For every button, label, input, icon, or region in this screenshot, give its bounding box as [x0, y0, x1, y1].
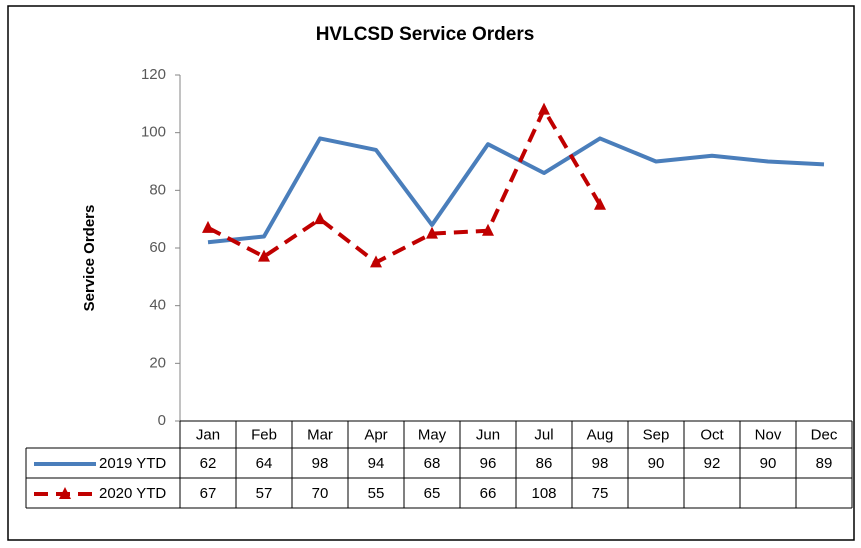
- x-tick-label: Apr: [364, 426, 387, 443]
- x-tick-label: Sep: [643, 426, 670, 443]
- marker: [59, 487, 71, 499]
- table-value: 66: [480, 485, 497, 502]
- chart-title: HVLCSD Service Orders: [316, 24, 535, 45]
- table-value: 64: [256, 455, 273, 472]
- legend-label: 2019 YTD: [99, 455, 166, 472]
- marker: [370, 255, 382, 268]
- x-tick-label: Jul: [534, 426, 553, 443]
- y-tick-label: 20: [149, 354, 166, 371]
- series-line: [207, 136, 825, 245]
- table-value: 108: [531, 485, 556, 502]
- marker: [202, 220, 214, 233]
- table-value: 55: [368, 485, 385, 502]
- chart-border: [7, 5, 855, 541]
- marker: [258, 249, 270, 262]
- x-tick-label: Jun: [476, 426, 500, 443]
- table-value: 57: [256, 485, 273, 502]
- table-value: 90: [760, 455, 777, 472]
- table-value: 89: [816, 455, 833, 472]
- marker: [314, 212, 326, 225]
- marker: [594, 197, 606, 210]
- marker: [426, 226, 438, 239]
- series-line: [207, 107, 602, 265]
- table-value: 62: [200, 455, 217, 472]
- x-tick-label: Nov: [755, 426, 782, 443]
- x-tick-label: Oct: [700, 426, 724, 443]
- y-tick-label: 80: [149, 181, 166, 198]
- x-tick-label: Aug: [587, 426, 614, 443]
- table-value: 75: [592, 485, 609, 502]
- table-value: 67: [200, 485, 217, 502]
- y-tick-label: 120: [141, 66, 166, 83]
- table-value: 98: [592, 455, 609, 472]
- x-tick-label: Mar: [307, 426, 333, 443]
- y-tick-label: 40: [149, 297, 166, 314]
- table-value: 86: [536, 455, 553, 472]
- marker: [538, 102, 550, 115]
- table-value: 98: [312, 455, 329, 472]
- table-value: 90: [648, 455, 665, 472]
- y-tick-label: 100: [141, 124, 166, 141]
- legend-label: 2020 YTD: [99, 485, 166, 502]
- table-value: 92: [704, 455, 721, 472]
- table-value: 65: [424, 485, 441, 502]
- y-tick-label: 0: [158, 412, 166, 429]
- table-value: 94: [368, 455, 385, 472]
- y-axis-label: Service Orders: [81, 205, 98, 312]
- x-tick-label: Dec: [811, 426, 838, 443]
- table-value: 70: [312, 485, 329, 502]
- x-tick-label: May: [418, 426, 447, 443]
- x-tick-label: Jan: [196, 426, 220, 443]
- table-value: 96: [480, 455, 497, 472]
- x-tick-label: Feb: [251, 426, 277, 443]
- y-tick-label: 60: [149, 239, 166, 256]
- table-value: 68: [424, 455, 441, 472]
- marker: [482, 223, 494, 236]
